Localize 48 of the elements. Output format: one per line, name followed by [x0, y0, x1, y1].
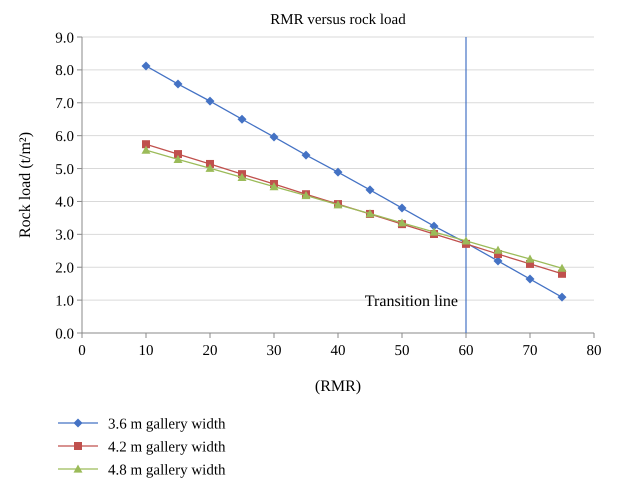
point	[174, 150, 182, 158]
point	[142, 146, 150, 154]
ref-line-label: Transition line	[364, 293, 458, 310]
point	[558, 264, 566, 272]
y-tick-label: 6.0	[55, 128, 74, 145]
y-tick-label: 5.0	[55, 162, 74, 178]
point	[302, 150, 310, 160]
x-tick-label: 70	[522, 343, 538, 359]
point	[238, 172, 246, 182]
point	[238, 114, 246, 124]
point	[206, 96, 214, 106]
x-tick-label: 0	[78, 343, 86, 359]
x-tick-label: 80	[586, 343, 602, 359]
y-tick-label: 4.0	[55, 194, 74, 211]
point	[142, 140, 150, 148]
point	[174, 80, 182, 89]
point	[206, 164, 214, 172]
y-tick-label: 9.0	[55, 30, 74, 46]
y-tick-label: 8.0	[55, 63, 74, 80]
point	[558, 292, 566, 302]
y-tick-label: 2.0	[55, 260, 74, 276]
point	[462, 236, 470, 245]
point	[430, 228, 438, 236]
point	[494, 246, 502, 254]
chart-title: RMR versus rock load	[270, 12, 406, 28]
legend-label: 3.6 m gallery width	[108, 416, 226, 432]
y-tick-label: 3.0	[55, 228, 74, 244]
point	[526, 274, 534, 284]
point	[398, 204, 406, 213]
x-tick-label: 30	[266, 343, 282, 359]
x-axis-title: (RMR)	[314, 378, 362, 395]
point	[334, 168, 342, 177]
x-tick-label: 10	[138, 343, 154, 359]
point	[174, 154, 182, 163]
point	[366, 185, 374, 194]
x-tick-label: 40	[330, 343, 346, 359]
y-tick-label: 1.0	[55, 293, 74, 310]
legend-label: 4.2 m gallery width	[108, 439, 226, 456]
x-tick-label: 50	[394, 343, 410, 359]
point	[142, 61, 150, 70]
y-tick-label: 7.0	[55, 96, 74, 112]
y-axis-title: Rock load (t/m²)	[17, 132, 34, 238]
point	[270, 132, 278, 142]
legend-label: 4.8 m gallery width	[108, 462, 226, 478]
point	[526, 254, 534, 263]
x-tick-label: 60	[458, 343, 474, 359]
y-tick-label: 0.0	[55, 326, 74, 342]
x-tick-label: 20	[202, 343, 218, 359]
